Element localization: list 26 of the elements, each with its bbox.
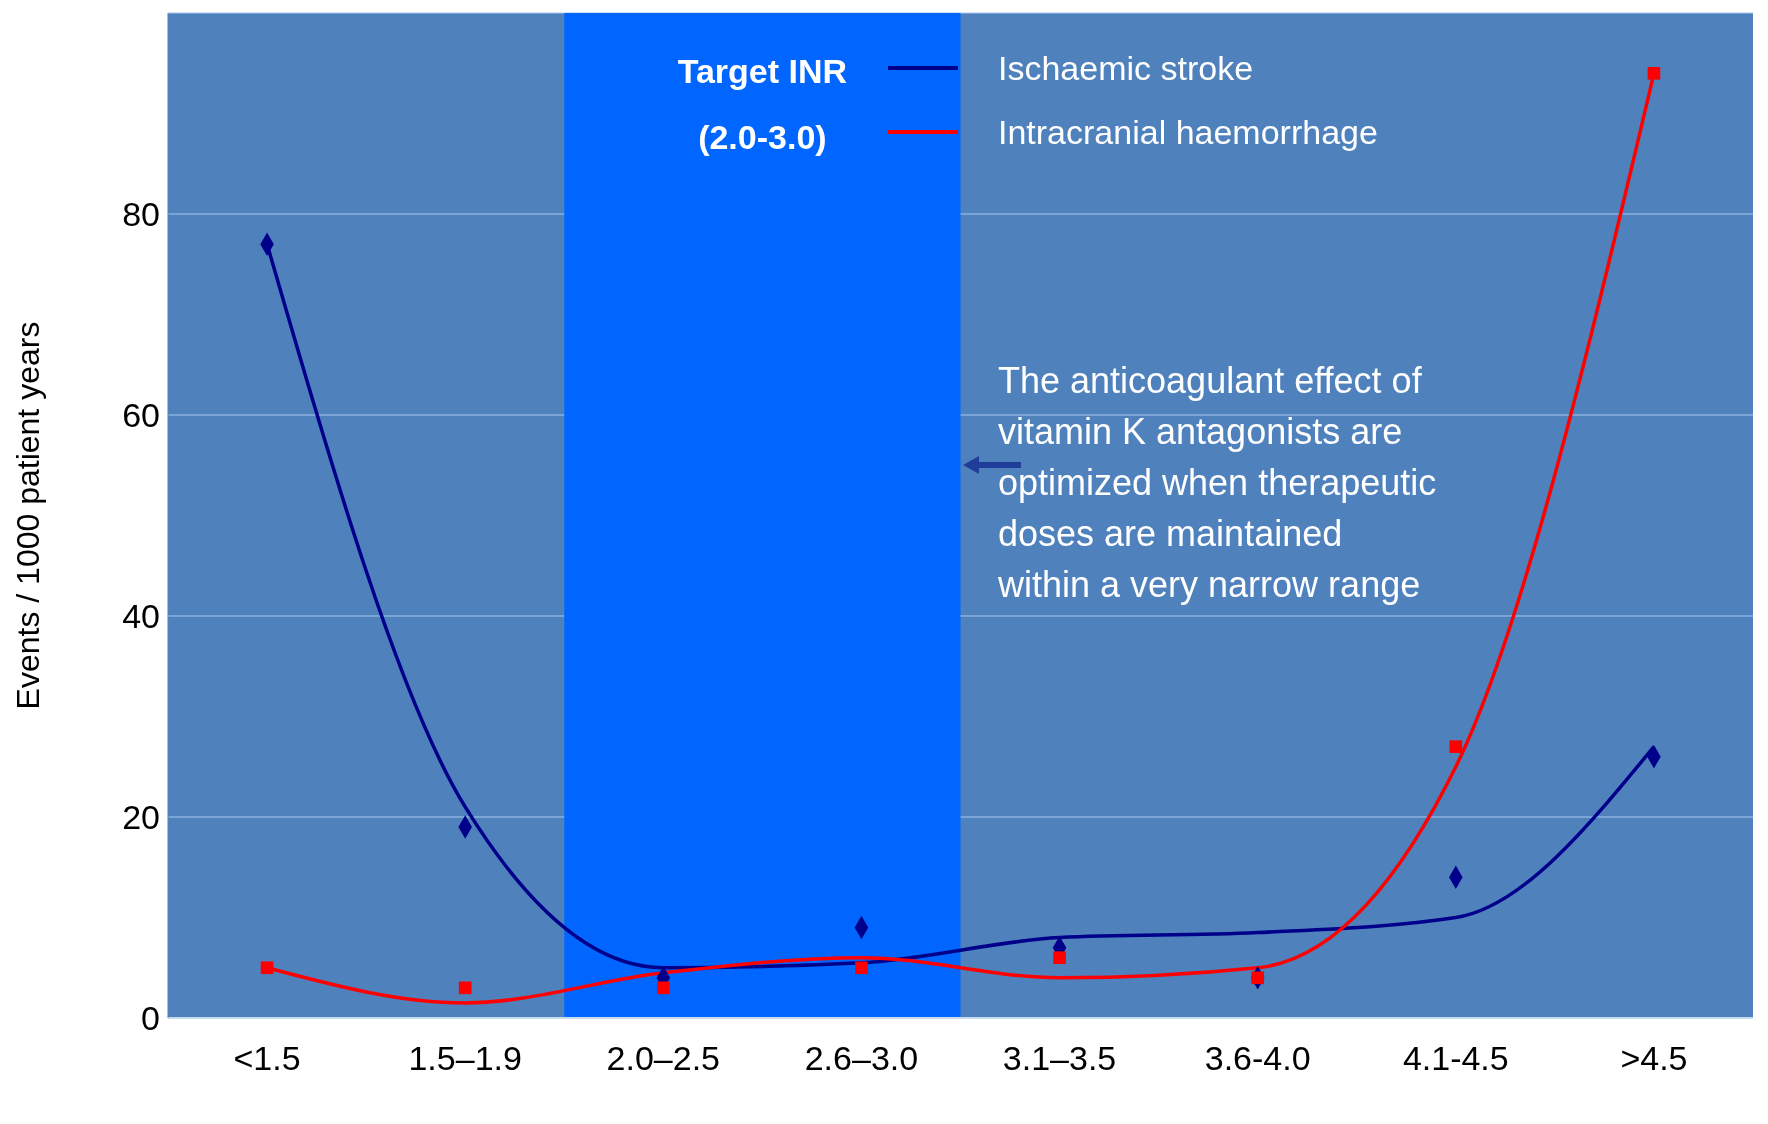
x-tick-label: 2.0–2.5 — [606, 1039, 721, 1078]
point — [656, 981, 670, 995]
x-tick-label: 3.6-4.0 — [1204, 1039, 1311, 1078]
point — [1053, 951, 1066, 965]
legend-label: Ischaemic stroke — [998, 48, 1254, 88]
y-axis-title: Events / 1000 patient years — [10, 321, 47, 710]
legend-label: Intracranial haemorrhage — [998, 112, 1378, 152]
x-tick-label: 3.1–3.5 — [1002, 1039, 1117, 1078]
point — [260, 961, 274, 975]
y-tick-label: 40 — [122, 597, 160, 636]
point — [1251, 971, 1265, 985]
y-tick-label: 80 — [122, 195, 160, 234]
y-tick-label: 60 — [122, 396, 160, 435]
x-tick-label: 2.6–3.0 — [804, 1039, 919, 1078]
point — [1647, 66, 1661, 80]
x-tick-label: 1.5–1.9 — [408, 1039, 522, 1078]
y-tick-label: 20 — [122, 798, 160, 837]
band-label: Target INR (2.0-3.0) — [676, 51, 849, 158]
x-tick-label: <1.5 — [233, 1039, 301, 1078]
x-tick-label: 4.1-4.5 — [1402, 1039, 1509, 1078]
y-tick-label: 0 — [141, 999, 160, 1038]
annotation: The anticoagulant effect of vitamin K antagonists are optimized when therapeutic doses are maintained within a very narrow range — [998, 358, 1438, 607]
point — [1449, 740, 1463, 753]
point — [855, 961, 868, 975]
point — [458, 981, 472, 995]
x-tick-label: >4.5 — [1620, 1039, 1688, 1078]
